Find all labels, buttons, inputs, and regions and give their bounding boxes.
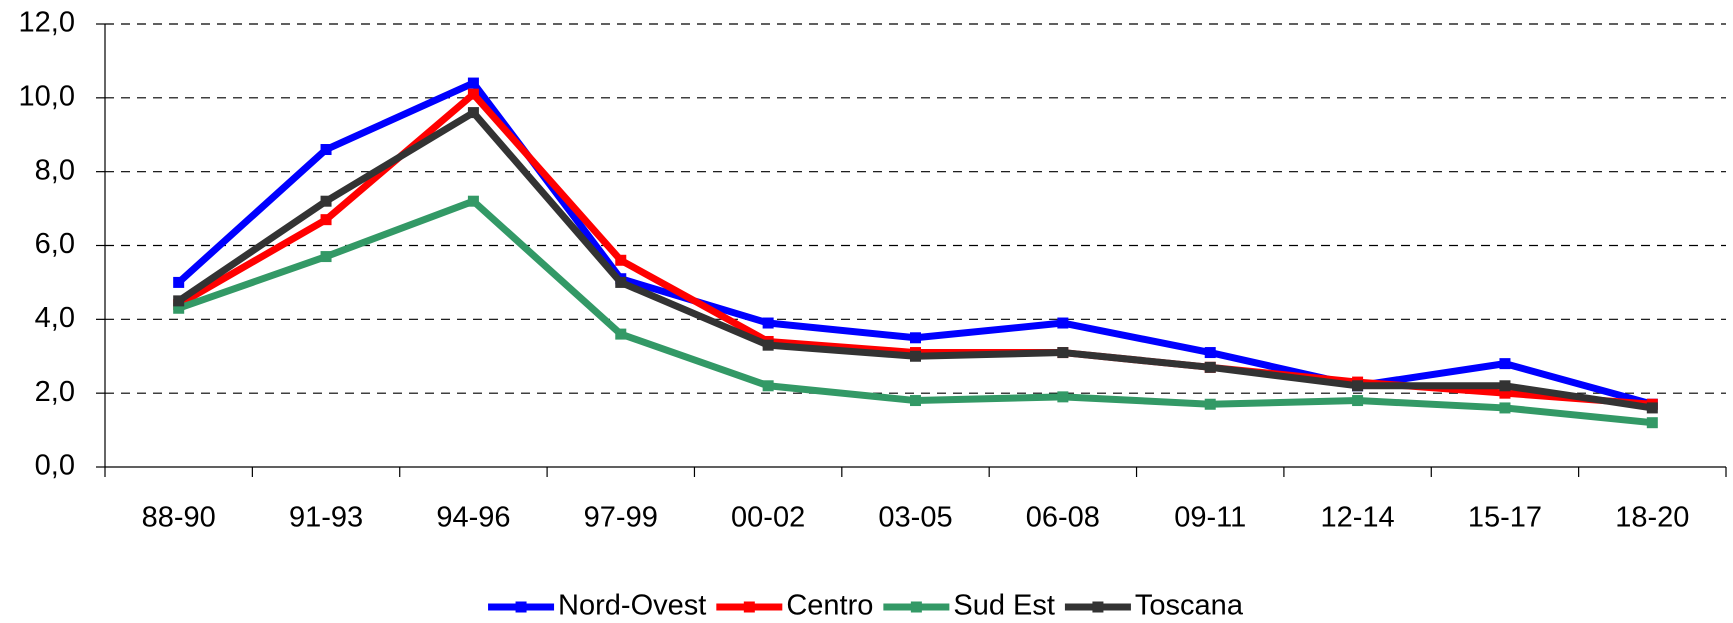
point-marker [1499, 402, 1511, 414]
x-tick-label: 09-11 [1174, 502, 1246, 534]
point-marker [1057, 317, 1069, 329]
y-tick-label: 8,0 [35, 154, 75, 186]
point-marker [1204, 347, 1216, 359]
legend-label: Centro [786, 590, 873, 622]
point-marker [1204, 398, 1216, 410]
point-marker [762, 339, 774, 351]
x-tick-label: 15-17 [1468, 502, 1542, 534]
legend-label: Sud Est [953, 590, 1055, 622]
x-tick-label: 06-08 [1026, 502, 1100, 534]
point-marker [1057, 391, 1069, 403]
point-marker [467, 107, 479, 119]
point-marker [1352, 395, 1364, 407]
legend-marker [743, 601, 755, 613]
legend-marker [910, 601, 922, 613]
point-marker [910, 332, 921, 344]
point-marker [467, 88, 479, 100]
point-marker [1499, 387, 1511, 399]
y-tick-label: 6,0 [35, 228, 75, 260]
y-tick-label: 0,0 [35, 450, 75, 482]
point-marker [762, 317, 774, 329]
point-marker [173, 302, 185, 314]
point-marker [320, 214, 332, 226]
point-marker [467, 77, 479, 89]
legend-label: Nord-Ovest [558, 590, 706, 622]
y-tick-label: 2,0 [35, 376, 75, 408]
x-tick-label: 12-14 [1321, 502, 1395, 534]
y-tick-label: 10,0 [19, 80, 75, 112]
legend-label: Toscana [1135, 590, 1244, 622]
x-tick-label: 91-93 [289, 502, 363, 534]
legend-marker [1092, 601, 1104, 613]
point-marker [1204, 361, 1216, 373]
x-tick-label: 94-96 [436, 502, 510, 534]
point-marker [910, 350, 921, 362]
series-line [176, 109, 1653, 412]
x-tick-label: 97-99 [584, 502, 658, 534]
point-marker [762, 380, 774, 392]
point-marker [615, 276, 627, 288]
point-marker [173, 276, 185, 288]
point-marker [1499, 380, 1511, 392]
legend: Nord-Ovest Centro Sud Est Toscana [488, 590, 1244, 622]
legend-marker [515, 601, 527, 613]
point-marker [320, 144, 332, 156]
point-marker [467, 195, 479, 207]
point-marker [1646, 402, 1658, 414]
x-tick-label: 88-90 [142, 502, 216, 534]
point-marker [173, 295, 185, 307]
point-marker [1352, 380, 1364, 392]
x-tick-label: 03-05 [878, 502, 952, 534]
point-marker [1499, 358, 1511, 370]
point-marker [615, 328, 627, 340]
point-marker [615, 254, 627, 266]
point-marker [320, 251, 332, 263]
point-marker [320, 195, 332, 207]
point-marker [910, 395, 921, 407]
point-marker [1057, 347, 1069, 359]
x-tick-label: 18-20 [1615, 502, 1689, 534]
y-tick-label: 4,0 [35, 302, 75, 334]
point-marker [1646, 417, 1658, 429]
y-tick-label: 12,0 [19, 7, 75, 39]
x-tick-label: 00-02 [731, 502, 805, 534]
